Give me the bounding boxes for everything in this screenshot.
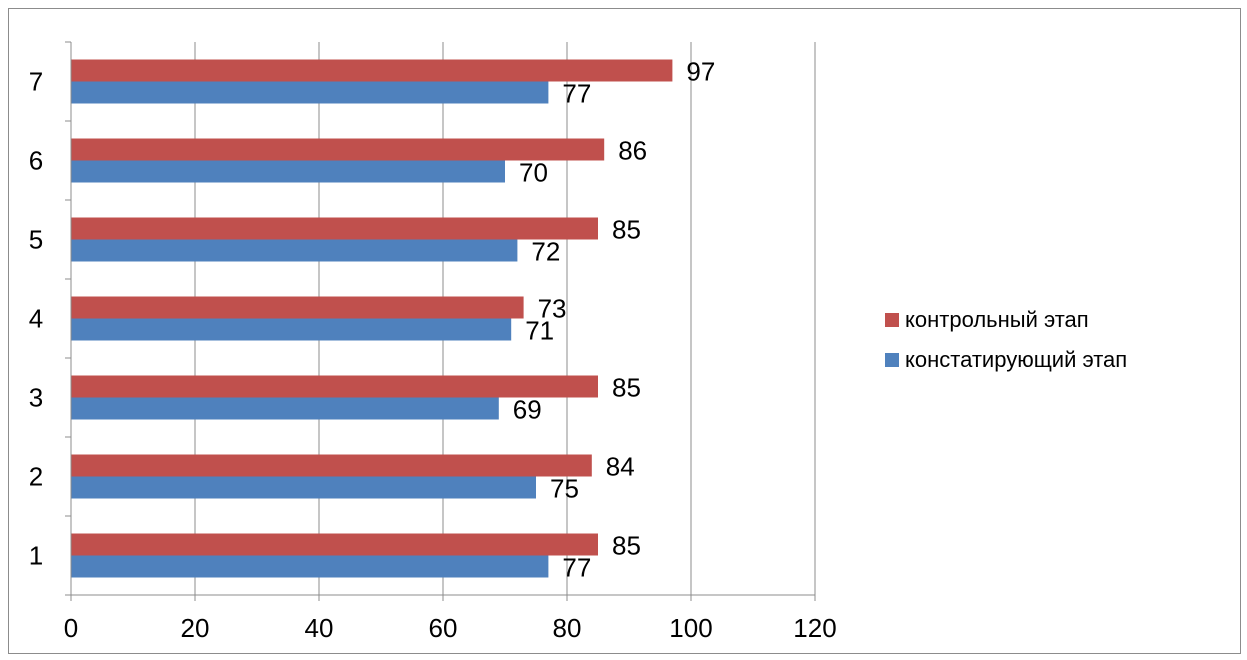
bars: [71, 60, 672, 578]
x-tick-label: 100: [669, 613, 712, 643]
bar-control-1: [71, 534, 598, 556]
y-tick-label: 7: [29, 67, 43, 97]
data-label-baseline-3: 69: [513, 395, 542, 425]
data-label-control-6: 86: [618, 136, 647, 166]
bar-baseline-1: [71, 556, 548, 578]
x-tick-label: 20: [181, 613, 210, 643]
bar-control-2: [71, 455, 592, 477]
legend-label: контрольный этап: [905, 307, 1089, 333]
legend-item: контрольный этап: [885, 300, 1127, 340]
data-label-baseline-2: 75: [550, 474, 579, 504]
x-tick-label: 120: [793, 613, 836, 643]
data-label-control-1: 85: [612, 531, 641, 561]
legend-swatch: [885, 353, 899, 367]
bar-control-5: [71, 218, 598, 240]
data-label-baseline-1: 77: [562, 553, 591, 583]
bar-control-4: [71, 297, 524, 319]
legend-label: констатирующий этап: [905, 347, 1127, 373]
data-label-control-7: 97: [686, 57, 715, 87]
bar-baseline-5: [71, 240, 517, 262]
x-tick-label: 40: [305, 613, 334, 643]
bar-baseline-4: [71, 319, 511, 341]
data-label-baseline-4: 71: [525, 316, 554, 346]
y-tick-label: 4: [29, 304, 43, 334]
y-tick-label: 2: [29, 462, 43, 492]
y-tick-label: 6: [29, 146, 43, 176]
legend: контрольный этап констатирующий этап: [885, 300, 1127, 380]
data-label-baseline-7: 77: [562, 79, 591, 109]
bar-baseline-2: [71, 477, 536, 499]
data-label-control-2: 84: [606, 452, 635, 482]
x-tick-label: 80: [553, 613, 582, 643]
bar-baseline-3: [71, 398, 499, 420]
data-label-control-5: 85: [612, 215, 641, 245]
bar-baseline-6: [71, 161, 505, 183]
y-tick-label: 5: [29, 225, 43, 255]
y-tick-label: 1: [29, 541, 43, 571]
x-tick-label: 0: [64, 613, 78, 643]
data-label-baseline-6: 70: [519, 158, 548, 188]
data-label-control-3: 85: [612, 373, 641, 403]
legend-item: констатирующий этап: [885, 340, 1127, 380]
legend-swatch: [885, 313, 899, 327]
data-label-baseline-5: 72: [531, 237, 560, 267]
bar-baseline-7: [71, 82, 548, 104]
y-tick-label: 3: [29, 383, 43, 413]
x-tick-label: 60: [429, 613, 458, 643]
